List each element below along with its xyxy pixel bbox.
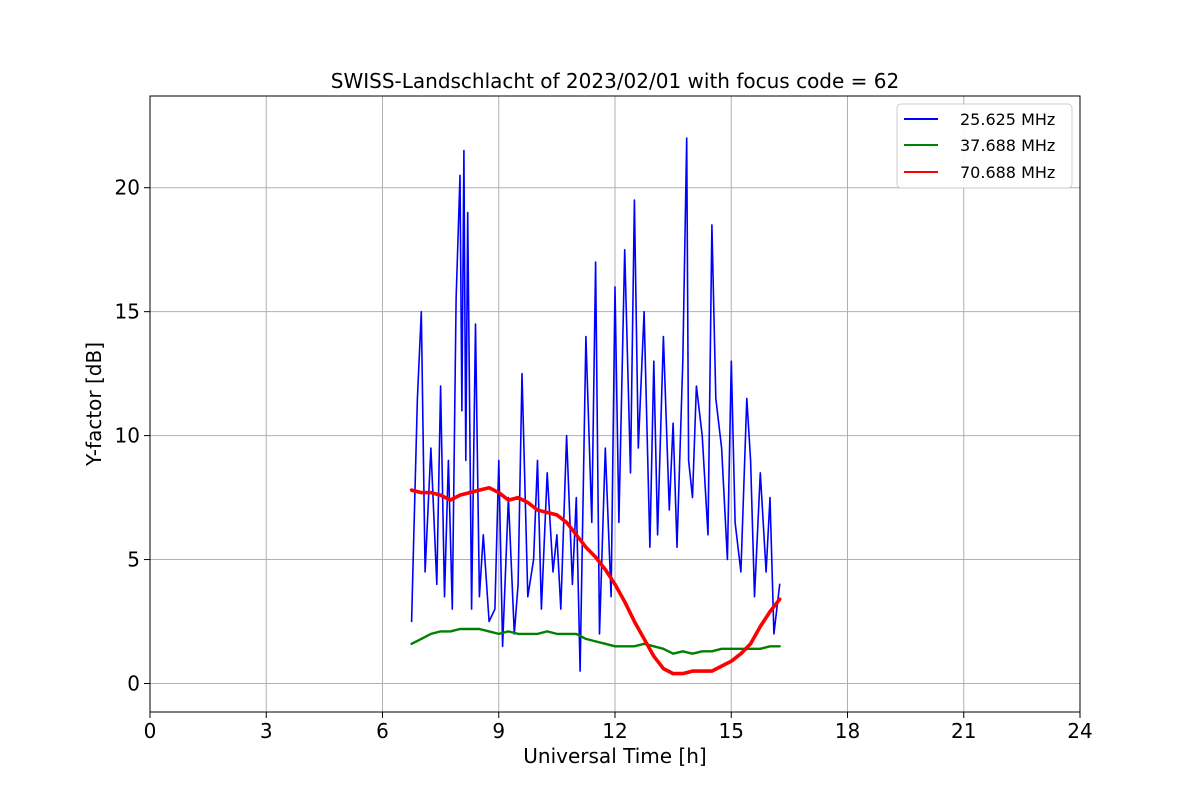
legend-label-series-2: 37.688 MHz <box>960 136 1055 155</box>
x-tick-label: 6 <box>376 719 389 743</box>
x-tick-label: 3 <box>260 719 273 743</box>
x-axis: 0 3 6 9 12 15 18 21 24 <box>144 712 1093 743</box>
y-tick-label: 0 <box>127 671 140 695</box>
x-tick-label: 21 <box>951 719 976 743</box>
legend-label-series-3: 70.688 MHz <box>960 163 1055 182</box>
y-tick-label: 20 <box>115 176 140 200</box>
y-tick-label: 5 <box>127 548 140 572</box>
series-line-2 <box>410 627 781 655</box>
x-tick-label: 15 <box>719 719 744 743</box>
x-tick-label: 9 <box>492 719 505 743</box>
x-tick-label: 0 <box>144 719 157 743</box>
legend-label-series-1: 25.625 MHz <box>960 110 1055 129</box>
x-tick-label: 24 <box>1067 719 1092 743</box>
series-line-3 <box>409 485 782 676</box>
legend: 25.625 MHz 37.688 MHz 70.688 MHz <box>896 103 1073 189</box>
series-layer <box>409 137 782 676</box>
series-line-1 <box>410 137 781 672</box>
y-axis: 0 5 10 15 20 <box>115 176 150 695</box>
legend-box <box>896 103 1073 189</box>
x-tick-label: 18 <box>835 719 860 743</box>
x-axis-label: Universal Time [h] <box>523 744 706 768</box>
y-axis-label: Y-factor [dB] <box>82 342 106 467</box>
y-tick-label: 15 <box>115 300 140 324</box>
y-tick-label: 10 <box>115 424 140 448</box>
x-tick-label: 12 <box>602 719 627 743</box>
chart-title: SWISS-Landschlacht of 2023/02/01 with fo… <box>331 69 899 93</box>
